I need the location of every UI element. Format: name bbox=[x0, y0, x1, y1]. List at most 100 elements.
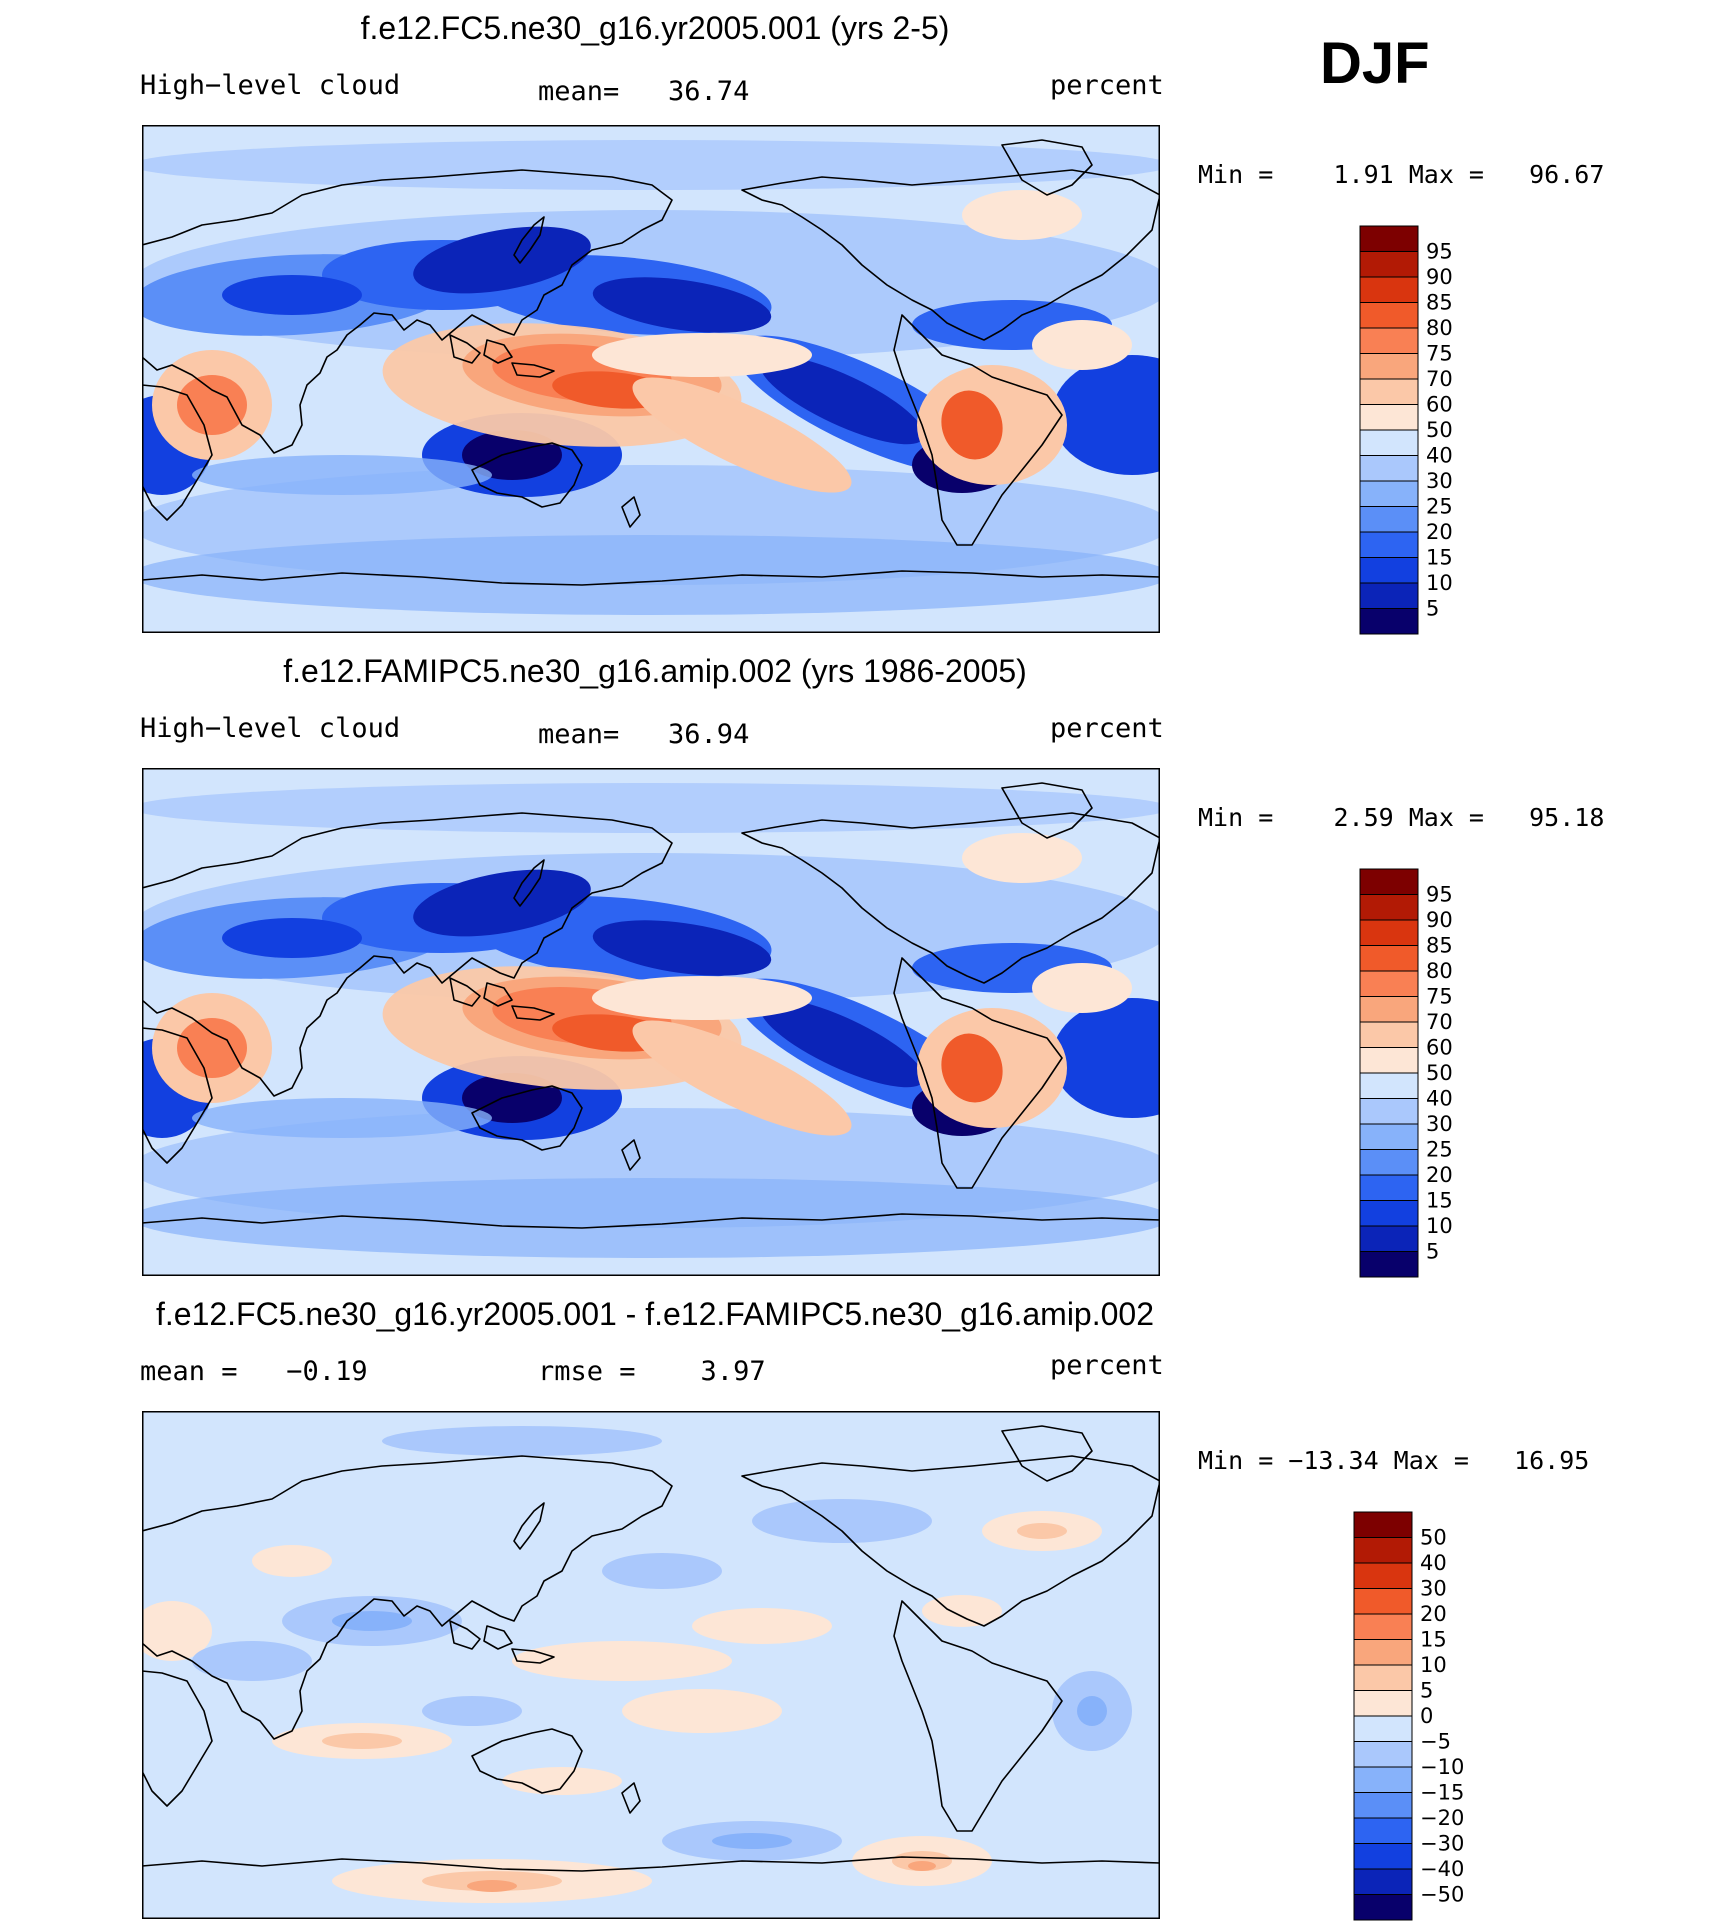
contour-region bbox=[332, 1611, 412, 1631]
map-plot bbox=[142, 768, 1160, 1276]
map-frame bbox=[142, 1411, 1160, 1919]
colorbar-segment bbox=[1359, 225, 1419, 252]
coastline bbox=[513, 859, 545, 907]
units-label: percent bbox=[1050, 713, 1164, 744]
colorbar-segment bbox=[1359, 1251, 1419, 1278]
season-label: DJF bbox=[1320, 31, 1430, 96]
contour-region bbox=[632, 377, 852, 493]
contour-region bbox=[632, 1020, 852, 1136]
coastline bbox=[142, 384, 213, 521]
colorbar-tick-label: 40 bbox=[1426, 1087, 1453, 1111]
coastline bbox=[741, 812, 1160, 984]
coastline bbox=[449, 1620, 481, 1650]
contour-region bbox=[177, 375, 247, 435]
coastline bbox=[511, 362, 555, 378]
coastline bbox=[621, 1139, 641, 1171]
panel-1: f.e12.FC5.ne30_g16.yr2005.001 (yrs 2-5) … bbox=[0, 0, 1710, 640]
colorbar-tick-label: 60 bbox=[1426, 1036, 1453, 1060]
contour-region bbox=[142, 535, 1160, 615]
colorbar-tick-label: 70 bbox=[1426, 367, 1453, 391]
colorbar-tick-label: 40 bbox=[1426, 444, 1453, 468]
colorbar-tick-label: 50 bbox=[1420, 1526, 1447, 1550]
colorbar-segment bbox=[1359, 1149, 1419, 1176]
contour-region bbox=[1032, 320, 1132, 370]
colorbar-segment bbox=[1353, 1741, 1413, 1768]
colorbar-tick-label: 10 bbox=[1426, 571, 1453, 595]
contour-region bbox=[413, 869, 591, 937]
mean-label: mean = −0.19 bbox=[140, 1356, 368, 1387]
colorbar-segment bbox=[1353, 1562, 1413, 1589]
contour-region bbox=[941, 1033, 1003, 1103]
colorbar-tick-label: 20 bbox=[1426, 520, 1453, 544]
coastline bbox=[893, 314, 1063, 546]
panel-title: f.e12.FC5.ne30_g16.yr2005.001 (yrs 2-5) bbox=[360, 10, 950, 46]
coastline bbox=[513, 216, 545, 264]
colorbar-segment bbox=[1359, 1174, 1419, 1201]
colorbar-segment bbox=[1359, 1225, 1419, 1252]
map-frame bbox=[142, 768, 1160, 1276]
colorbar-segment bbox=[1359, 557, 1419, 584]
colorbar-tick-label: 80 bbox=[1426, 316, 1453, 340]
colorbar-tick-label: 95 bbox=[1426, 883, 1453, 907]
contour-region bbox=[192, 1641, 312, 1681]
colorbar-tick-label: 20 bbox=[1426, 1163, 1453, 1187]
colorbar-tick-label: 30 bbox=[1426, 469, 1453, 493]
colorbar-tick-label: −30 bbox=[1420, 1832, 1464, 1856]
colorbar-tick-label: −15 bbox=[1420, 1781, 1464, 1805]
contour-region bbox=[752, 1499, 932, 1543]
colorbar-tick-label: 5 bbox=[1426, 597, 1439, 621]
coastline bbox=[483, 982, 513, 1007]
coastline bbox=[142, 1856, 1160, 1872]
colorbar-segment bbox=[1353, 1894, 1413, 1921]
panel-title: f.e12.FAMIPC5.ne30_g16.amip.002 (yrs 198… bbox=[283, 653, 1027, 689]
contour-region bbox=[622, 1689, 782, 1733]
colorbar-tick-label: 15 bbox=[1426, 1189, 1453, 1213]
coastline bbox=[893, 1600, 1063, 1832]
colorbar-segment bbox=[1359, 429, 1419, 456]
contour-region bbox=[712, 1833, 792, 1849]
contour-region bbox=[177, 1018, 247, 1078]
colorbar-tick-label: 10 bbox=[1426, 1214, 1453, 1238]
contour-region bbox=[1017, 1523, 1067, 1539]
colorbar-segment bbox=[1359, 1098, 1419, 1125]
rmse-label: rmse = 3.97 bbox=[538, 1356, 766, 1387]
coastline bbox=[511, 1005, 555, 1021]
coastline bbox=[511, 1648, 555, 1664]
contour-region bbox=[759, 998, 925, 1088]
contour-region bbox=[692, 1608, 832, 1644]
coastline bbox=[741, 169, 1160, 341]
coastline bbox=[449, 977, 481, 1007]
contour-region bbox=[512, 1641, 732, 1681]
colorbar-segment bbox=[1353, 1588, 1413, 1615]
colorbar-segment bbox=[1359, 1021, 1419, 1048]
colorbar-segment bbox=[1359, 1072, 1419, 1099]
coastline bbox=[471, 442, 583, 508]
colorbar-segment bbox=[1359, 404, 1419, 431]
contour-region bbox=[592, 333, 812, 377]
contour-region bbox=[922, 1595, 1002, 1627]
panel-2: f.e12.FAMIPC5.ne30_g16.amip.002 (yrs 198… bbox=[0, 643, 1710, 1283]
colorbar-segment bbox=[1359, 276, 1419, 303]
mean-label: mean= 36.94 bbox=[538, 719, 750, 750]
contour-region bbox=[962, 833, 1082, 883]
colorbar-tick-label: 5 bbox=[1426, 1240, 1439, 1264]
contour-region bbox=[222, 918, 362, 958]
colorbar-segment bbox=[1359, 327, 1419, 354]
colorbar-segment bbox=[1359, 480, 1419, 507]
colorbar-segment bbox=[1359, 919, 1419, 946]
coastline bbox=[483, 1625, 513, 1650]
colorbar-segment bbox=[1353, 1868, 1413, 1895]
colorbar-tick-label: 50 bbox=[1426, 1061, 1453, 1085]
contour-region bbox=[142, 783, 1160, 833]
colorbar-segment bbox=[1353, 1511, 1413, 1538]
contour-region bbox=[759, 355, 925, 445]
colorbar-tick-label: −50 bbox=[1420, 1883, 1464, 1907]
colorbar-segment bbox=[1353, 1715, 1413, 1742]
colorbar-segment bbox=[1359, 970, 1419, 997]
contour-region bbox=[382, 1426, 662, 1456]
colorbar-tick-label: 15 bbox=[1420, 1628, 1447, 1652]
colorbar-tick-label: 85 bbox=[1426, 291, 1453, 315]
colorbar-segment bbox=[1353, 1792, 1413, 1819]
colorbar-tick-label: 40 bbox=[1420, 1551, 1447, 1575]
